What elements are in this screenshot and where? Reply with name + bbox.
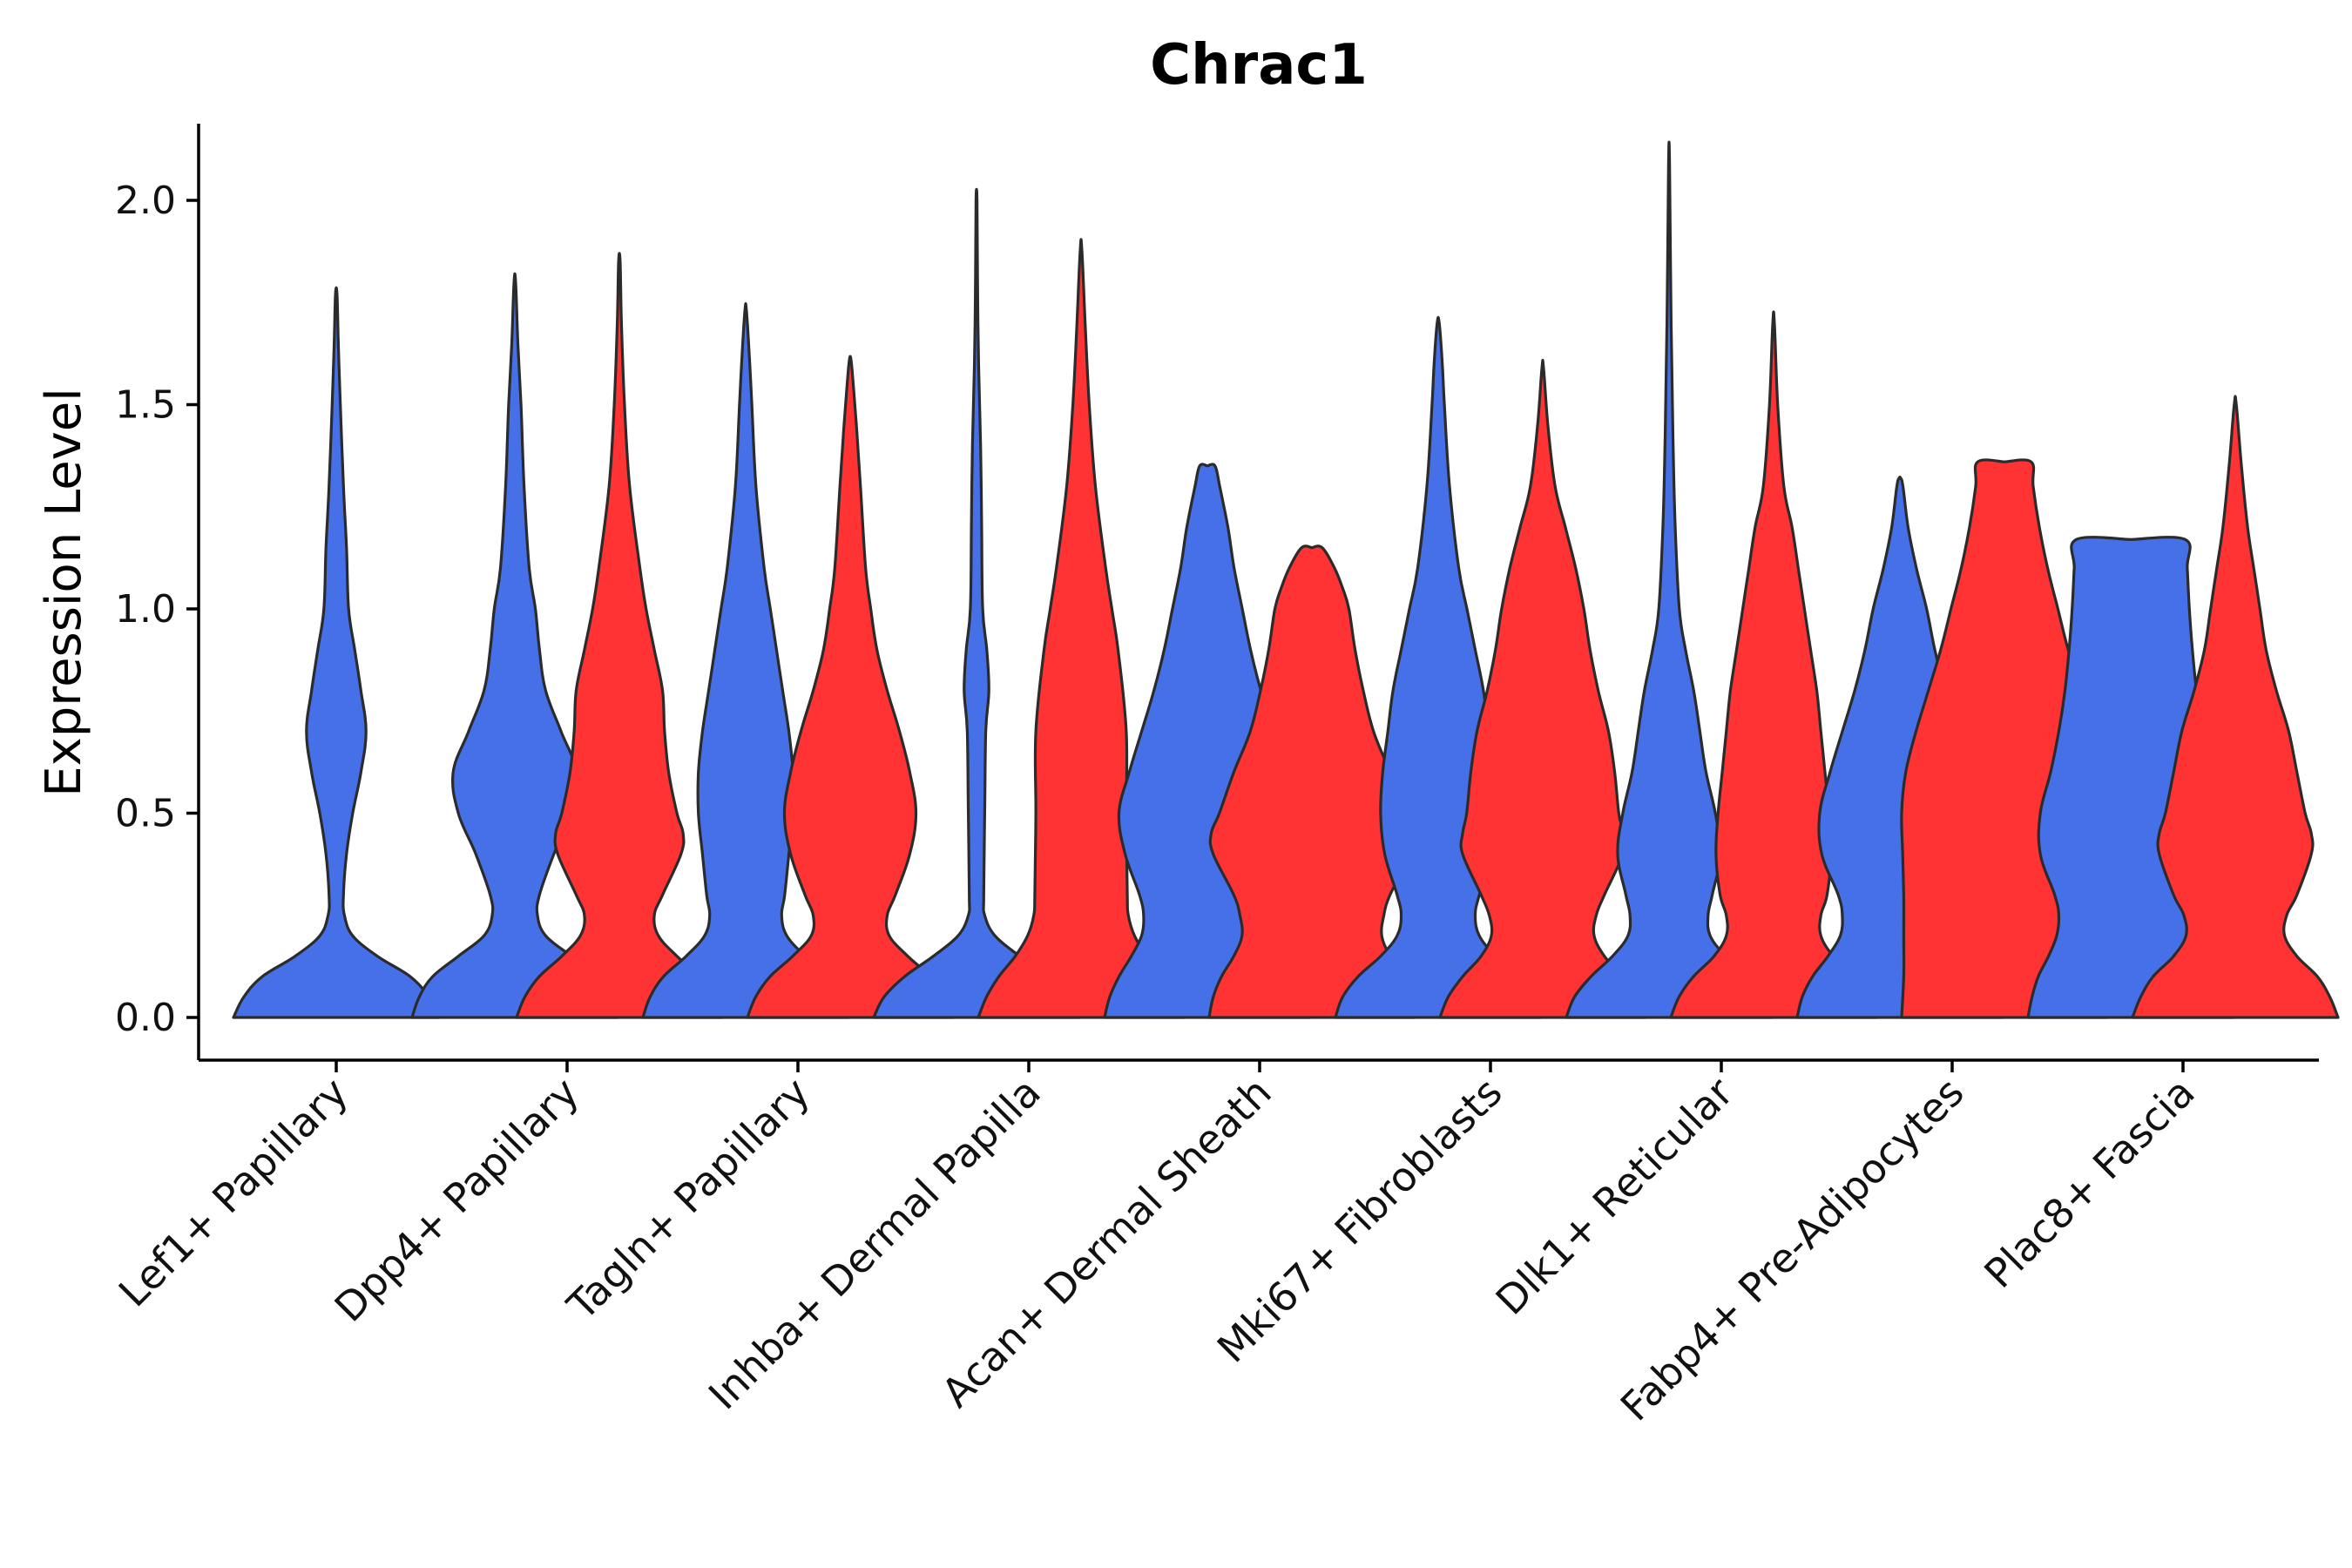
violin-group-2-inhba-dermal-papilla (977, 238, 1186, 1019)
violin-group-2-plac8-fascia (2131, 395, 2340, 1019)
violin-group-1-tagln-papillary (641, 301, 850, 1019)
chart-title: Chrac1 (1150, 33, 1368, 98)
violin-group-1-dpp4-papillary (410, 272, 619, 1019)
violin-group-1-inhba-dermal-papilla (872, 187, 1081, 1019)
violin-group-1-dlk1-reticular (1565, 140, 1774, 1019)
y-tick-label: 0.5 (115, 792, 176, 836)
y-tick-label: 0.0 (115, 996, 176, 1040)
x-tick-label: Tagln+ Papillary (558, 1069, 819, 1330)
violin-group-2-acan-dermal-sheath (1207, 544, 1416, 1019)
violin-group-2-dpp4-papillary (515, 252, 724, 1019)
violin-layer (232, 140, 2340, 1019)
x-tick-label: Lef1+ Papillary (110, 1069, 357, 1316)
x-tick-label: Dpp4+ Papillary (326, 1069, 588, 1331)
x-tick-label: Plac8+ Fascia (1975, 1069, 2203, 1297)
x-tick-label: Dlk1+ Reticular (1487, 1069, 1742, 1324)
violin-group-2-tagln-papillary (746, 355, 955, 1019)
y-tick-label: 2.0 (115, 179, 176, 223)
y-tick-label: 1.0 (115, 587, 176, 632)
y-axis-label: Expression Level (36, 388, 92, 797)
y-tick-label: 1.5 (115, 383, 176, 428)
violin-group-2-mki67-fibroblasts (1438, 358, 1647, 1019)
violin-group-1-lef1-papillary (232, 286, 441, 1019)
